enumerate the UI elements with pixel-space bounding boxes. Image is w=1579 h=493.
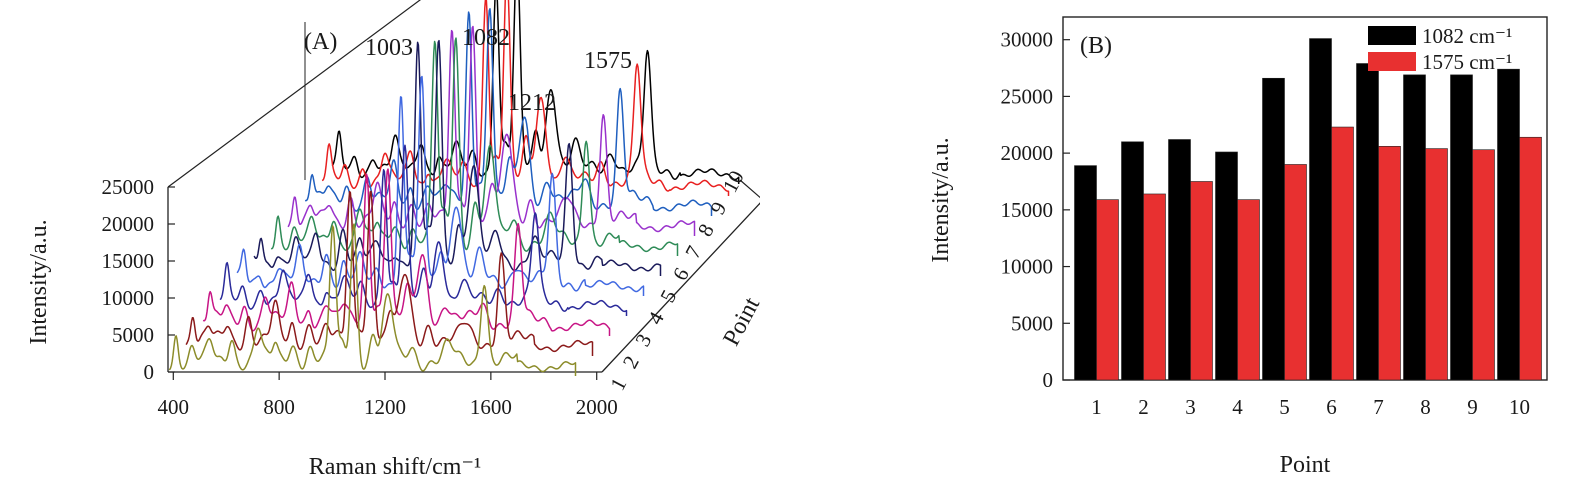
- y-tick-label: 20000: [1001, 141, 1054, 165]
- y-tick-label: 10000: [102, 286, 155, 310]
- x-tick-label: 7: [1373, 395, 1384, 419]
- bar-1082: [1403, 74, 1426, 381]
- spectrum-line-point-1: [168, 223, 577, 376]
- legend-label: 1082 cm⁻¹: [1422, 24, 1512, 48]
- x-tick-label: 3: [1185, 395, 1196, 419]
- y-tick-label: 15000: [102, 249, 155, 273]
- spectrum-line-point-10a: [321, 0, 730, 196]
- x-tick-label: 1600: [470, 395, 512, 419]
- y-tick-label: 0: [1043, 368, 1054, 392]
- panel-label: (B): [1080, 33, 1112, 59]
- spectrum-line-point-7: [270, 37, 679, 256]
- y-tick-label: 25000: [1001, 84, 1054, 108]
- bar-1082: [1356, 63, 1379, 381]
- depth-axis-label: Point: [718, 293, 760, 350]
- bar-1575: [1472, 149, 1495, 381]
- x-tick-label: 1: [1091, 395, 1102, 419]
- spectrum-line-point-6: [253, 39, 662, 276]
- depth-tick-label: 6: [668, 264, 694, 285]
- bar-1575: [1190, 181, 1213, 381]
- legend-label: 1575 cm⁻¹: [1422, 50, 1512, 74]
- peak-label: 1082: [462, 25, 510, 51]
- x-tick-label: 2000: [576, 395, 618, 419]
- bar-1082: [1497, 68, 1520, 381]
- x-tick-label: 10: [1509, 395, 1530, 419]
- x-tick-label: 800: [263, 395, 295, 419]
- y-tick-label: 10000: [1001, 255, 1054, 279]
- x-tick-label: 5: [1279, 395, 1290, 419]
- depth-tick-label: 5: [655, 286, 681, 307]
- depth-axis-line: [601, 202, 760, 373]
- y-tick-label: 20000: [102, 212, 155, 236]
- x-tick-label: 1200: [364, 395, 406, 419]
- depth-tick-label: 3: [630, 330, 656, 351]
- spectrum-line-point-3: [202, 168, 611, 336]
- bar-1575: [1143, 193, 1166, 381]
- peak-label: 1003: [365, 35, 413, 61]
- x-tick-label: 400: [158, 395, 190, 419]
- bar-1575: [1378, 146, 1401, 381]
- depth-tick-label: 1: [605, 374, 631, 395]
- spectrum-line-point-5: [236, 75, 645, 296]
- y-tick-label: 5000: [1011, 311, 1053, 335]
- legend-swatch: [1368, 52, 1416, 71]
- y-tick-label: 0: [144, 360, 155, 384]
- peak-label: 1212: [508, 90, 556, 116]
- depth-tick-label: 7: [680, 242, 706, 263]
- x-tick-label: 2: [1138, 395, 1149, 419]
- bar-1575: [1519, 136, 1542, 381]
- bar-1575: [1284, 164, 1307, 381]
- y-tick-label: 30000: [1001, 28, 1054, 52]
- y-axis-label: Intensity/a.u.: [928, 137, 954, 262]
- spectrum-line-point-4: [219, 144, 628, 316]
- bar-1575: [1425, 148, 1448, 381]
- y-tick-label: 25000: [102, 175, 155, 199]
- x-tick-label: 4: [1232, 395, 1243, 419]
- bar-1082: [1168, 139, 1191, 381]
- y-tick-label: 5000: [112, 323, 154, 347]
- bar-1082: [1215, 151, 1238, 381]
- peak-intensity-bar-chart: 0 5000 10000 15000 20000 25000 30000 1 2 3 4 5 6 7 8 9 1…: [928, 16, 1548, 478]
- depth-tick-label: 8: [693, 220, 719, 241]
- back-top-edge: [167, 0, 422, 188]
- spectrum-line-point-9: [305, 8, 713, 216]
- y-axis-label: Intensity/a.u.: [26, 219, 52, 344]
- depth-tick-label: 9: [705, 198, 731, 219]
- bar-1082: [1121, 141, 1144, 381]
- bar-1082: [1074, 165, 1097, 381]
- bar-1082: [1309, 38, 1332, 381]
- raman-spectra-3d-chart: 0 5000 10000 15000 20000 25000 400 800 1200 1600 2…: [26, 0, 760, 480]
- legend-swatch: [1368, 26, 1416, 45]
- panel-label: (A): [304, 29, 337, 55]
- bar-1082: [1450, 74, 1473, 381]
- peak-label: 1575: [584, 48, 632, 74]
- bar-1575: [1331, 126, 1354, 381]
- bar-1575: [1096, 199, 1119, 381]
- depth-tick-label: 2: [618, 352, 644, 373]
- x-axis-label: Raman shift/cm⁻¹: [309, 454, 482, 480]
- depth-tick-label: 10: [718, 167, 749, 197]
- x-tick-label: 6: [1326, 395, 1337, 419]
- x-tick-label: 9: [1467, 395, 1478, 419]
- x-axis-label: Point: [1280, 452, 1331, 478]
- back-right-edge: [739, 179, 760, 199]
- bar-1575: [1237, 199, 1260, 381]
- bar-1082: [1262, 77, 1285, 381]
- y-tick-label: 15000: [1001, 198, 1054, 222]
- x-tick-label: 8: [1420, 395, 1431, 419]
